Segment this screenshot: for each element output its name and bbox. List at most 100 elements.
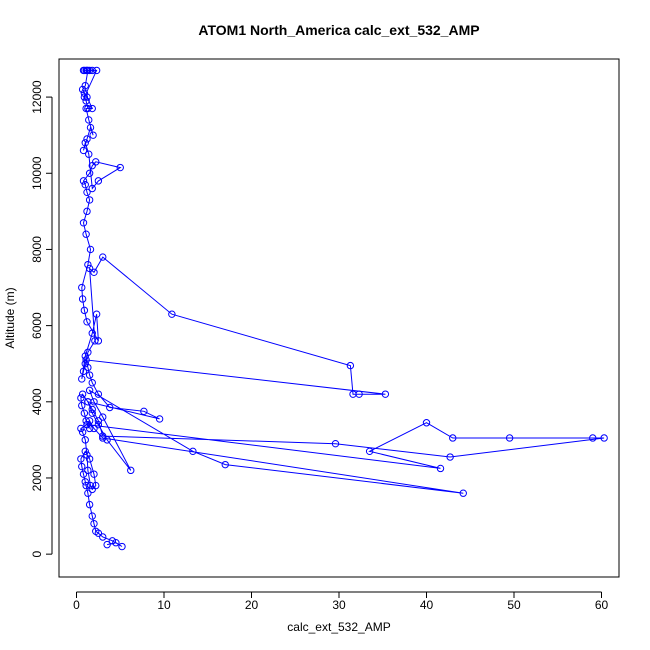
data-point: [88, 485, 96, 494]
y-tick-label: 6000: [30, 312, 44, 339]
data-point: [116, 163, 124, 172]
data-point: [85, 500, 94, 509]
x-tick-label: 10: [157, 598, 171, 612]
x-tick-label: 20: [245, 598, 259, 612]
data-point: [85, 196, 94, 204]
data-point: [155, 415, 164, 423]
data-point: [83, 207, 91, 216]
data-point: [81, 447, 89, 456]
x-tick-label: 0: [73, 598, 80, 612]
data-point: [78, 85, 87, 94]
data-point: [78, 283, 86, 292]
data-point: [112, 539, 120, 547]
data-point: [85, 417, 94, 425]
data-point: [80, 409, 89, 417]
data-point: [221, 460, 229, 469]
data-point: [505, 434, 514, 442]
data-point: [84, 363, 92, 372]
data-point: [422, 419, 431, 427]
data-point: [365, 447, 374, 456]
data-point: [85, 264, 94, 273]
data-point: [88, 379, 96, 387]
data-point: [108, 537, 117, 545]
data-point: [84, 466, 92, 475]
data-point: [78, 401, 86, 410]
y-tick-label: 12000: [30, 80, 44, 114]
data-point: [80, 306, 89, 315]
data-point: [81, 436, 89, 444]
data-point: [83, 135, 91, 143]
data-point: [99, 434, 107, 442]
x-tick-label: 40: [420, 598, 434, 612]
data-point: [86, 481, 95, 490]
data-point: [106, 403, 114, 412]
plot-area-frame: [58, 58, 620, 578]
data-point: [85, 371, 94, 379]
data-point: [94, 390, 103, 398]
data-point: [446, 453, 454, 461]
data-point: [92, 66, 101, 75]
series-line: [80, 69, 605, 547]
data-point: [99, 413, 107, 421]
data-point: [459, 489, 467, 497]
y-axis-label: Altitude (m): [3, 287, 17, 348]
data-point: [81, 81, 89, 90]
data-point: [82, 481, 90, 490]
data-point: [94, 337, 103, 345]
data-point: [83, 451, 91, 459]
data-point: [92, 527, 100, 535]
data-point: [99, 253, 107, 261]
data-point: [85, 116, 93, 124]
data-point: [79, 367, 88, 376]
data-point: [78, 462, 86, 471]
data-point: [84, 348, 92, 356]
data-point: [83, 420, 91, 429]
data-point: [81, 139, 89, 147]
data-point: [77, 424, 85, 433]
data-point: [80, 89, 89, 97]
y-tick-label: 0: [30, 550, 44, 557]
data-point: [82, 417, 90, 425]
data-point: [86, 245, 95, 254]
data-point: [88, 512, 96, 520]
data-point: [86, 123, 95, 132]
data-point: [436, 464, 445, 473]
data-point: [81, 360, 89, 368]
data-point: [85, 150, 93, 158]
x-tick-label: 50: [507, 598, 521, 612]
data-point: [82, 356, 90, 364]
data-point: [81, 478, 89, 486]
data-point: [90, 470, 98, 478]
data-point: [84, 260, 92, 269]
data-point: [89, 131, 97, 139]
y-tick-label: 8000: [30, 236, 44, 263]
data-point: [127, 466, 135, 475]
data-point: [92, 310, 101, 318]
data-point: [88, 409, 96, 417]
data-point: [94, 417, 103, 425]
data-series: [77, 66, 608, 551]
data-point: [78, 295, 87, 303]
x-tick-label: 30: [332, 598, 346, 612]
data-point: [331, 439, 340, 448]
data-point: [189, 447, 197, 456]
data-point: [79, 470, 88, 478]
data-point: [168, 310, 176, 318]
data-point: [83, 66, 91, 75]
y-tick-label: 4000: [30, 388, 44, 415]
data-point: [346, 361, 355, 370]
data-point: [90, 424, 98, 433]
data-point: [80, 93, 89, 101]
y-tick-label: 10000: [30, 156, 44, 190]
data-point: [79, 146, 88, 155]
data-point: [84, 398, 92, 406]
data-point: [90, 268, 98, 276]
data-point: [91, 337, 99, 345]
data-point: [88, 405, 96, 414]
data-point: [82, 230, 90, 238]
data-point: [80, 66, 89, 75]
data-point: [88, 184, 96, 193]
data-point: [103, 540, 111, 549]
data-point: [83, 188, 91, 197]
data-point: [78, 375, 86, 383]
